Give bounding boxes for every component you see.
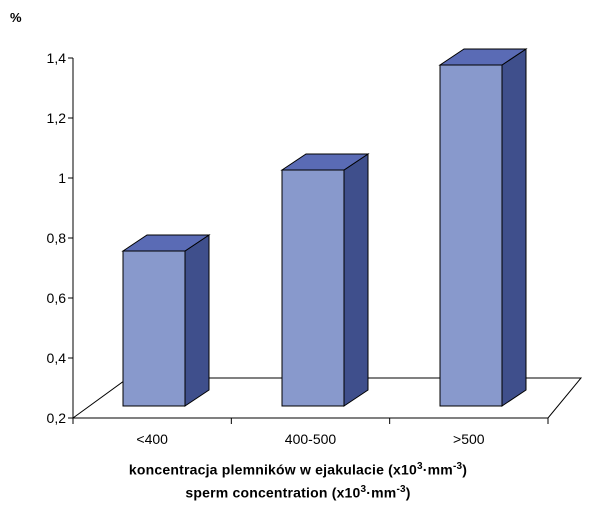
y-tick-label: 1 (58, 170, 66, 186)
bar-front (439, 64, 503, 407)
y-tick-label: 1,2 (47, 110, 67, 126)
y-tick-label: 1,4 (47, 50, 67, 66)
bar-side (184, 234, 210, 407)
y-tick-label: 0,6 (47, 290, 67, 306)
bar-side (501, 48, 527, 407)
chart-bars (121, 48, 528, 407)
y-tick-label: 0,8 (47, 230, 67, 246)
x-tick-label: <400 (136, 431, 168, 447)
y-tick-labels: 0,2 0,4 0,6 0,8 1 1,2 1,4 (47, 50, 67, 426)
bar (280, 153, 370, 407)
x-tick-labels: <400 400-500 >500 (136, 431, 484, 447)
bar (121, 234, 211, 407)
chart-axes (68, 57, 549, 424)
bar-side (343, 153, 369, 407)
y-axis-label: % (10, 10, 22, 25)
bar (438, 48, 528, 407)
y-tick-label: 0,4 (47, 350, 67, 366)
y-tick-label: 0,2 (47, 410, 67, 426)
x-axis-title-english: sperm concentration (x103·mm-3) (185, 484, 411, 501)
x-axis-title-polish: koncentracja plemników w ejakulacie (x10… (128, 461, 468, 478)
x-tick-label: >500 (453, 431, 485, 447)
x-tick-label: 400-500 (285, 431, 337, 447)
bar-front (122, 250, 186, 407)
bar-front (281, 169, 345, 407)
